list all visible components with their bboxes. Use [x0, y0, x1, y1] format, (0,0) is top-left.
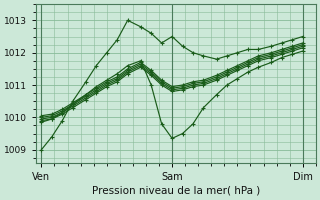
X-axis label: Pression niveau de la mer( hPa ): Pression niveau de la mer( hPa ) — [92, 186, 260, 196]
